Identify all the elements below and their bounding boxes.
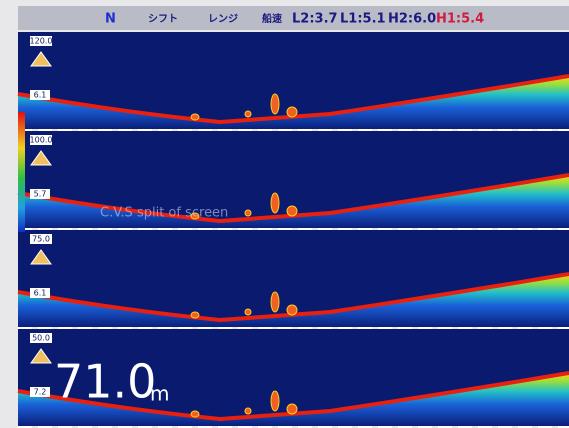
depth-value: 71.0 (54, 355, 156, 409)
fish-echo (245, 111, 251, 117)
depth-unit: m (150, 382, 169, 406)
fish-echo (245, 408, 251, 414)
shift-label: シフト (148, 13, 178, 25)
speed-label: 船速 (262, 12, 282, 25)
fish-echo (271, 193, 279, 213)
fish-echo (271, 94, 279, 114)
mode: N (105, 12, 116, 27)
sonar-screen: N シフト レンジ 船速 L2:3.7 L1:5.1 H2:6.0 H1:5.4… (0, 0, 569, 428)
range-label: レンジ (208, 13, 238, 25)
marker-label: 6.1 (34, 91, 47, 100)
fish-echo (287, 107, 297, 117)
overlay-caption: C.V.S split of screen (100, 206, 228, 221)
marker-label: 7.2 (34, 388, 47, 397)
range-label: 120.0 (30, 37, 53, 46)
fish-echo (287, 404, 297, 414)
range-label: 50.0 (32, 334, 50, 343)
readout: L1:5.1 (340, 12, 386, 27)
fish-echo (245, 309, 251, 315)
marker-label: 5.7 (34, 190, 47, 199)
fish-echo (287, 305, 297, 315)
readout: H2:6.0 (388, 12, 436, 27)
color-scale (18, 112, 25, 232)
marker-label: 6.1 (34, 289, 47, 298)
fish-echo (287, 206, 297, 216)
echo-panel: 75.0 6.1 (18, 230, 569, 328)
echo-panel: 120.0 6.1 (18, 32, 569, 130)
fish-echo (191, 312, 199, 318)
fish-echo (245, 210, 251, 216)
readout: L2:3.7 (292, 12, 338, 27)
range-label: 75.0 (32, 235, 50, 244)
fish-echo (191, 114, 199, 120)
page: N シフト レンジ 船速 L2:3.7 L1:5.1 H2:6.0 H1:5.4… (0, 0, 569, 428)
fish-echo (271, 292, 279, 312)
readout: H1:5.4 (436, 12, 484, 27)
fish-echo (271, 391, 279, 411)
range-label: 100.0 (30, 136, 53, 145)
fish-echo (191, 411, 199, 417)
